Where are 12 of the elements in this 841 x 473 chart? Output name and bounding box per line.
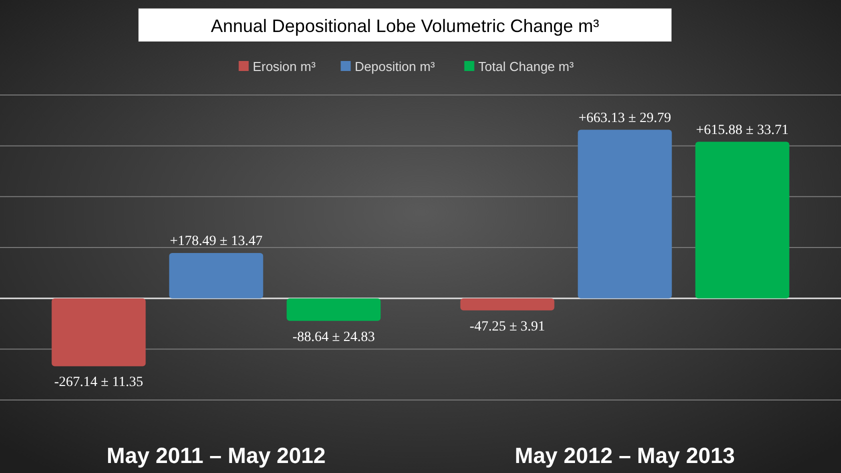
x-tick-label: May 2011 – May 2012 <box>106 443 326 468</box>
data-label: +178.49 ± 13.47 <box>170 234 262 249</box>
data-label: +615.88 ± 33.71 <box>696 122 789 138</box>
data-label: -47.25 ± 3.91 <box>470 319 546 334</box>
data-label: +663.13 ± 29.79 <box>578 110 672 126</box>
legend-label: Total Change m³ <box>478 59 574 74</box>
legend-label: Deposition m³ <box>354 59 436 74</box>
data-label: -88.64 ± 24.83 <box>292 330 375 345</box>
legend-label: Erosion m³ <box>252 59 316 74</box>
chart-title: Annual Depositional Lobe Volumetric Change m³ <box>210 16 600 36</box>
x-tick-label: May 2012 – May 2013 <box>514 443 735 468</box>
data-label: -267.14 ± 11.35 <box>54 375 144 390</box>
